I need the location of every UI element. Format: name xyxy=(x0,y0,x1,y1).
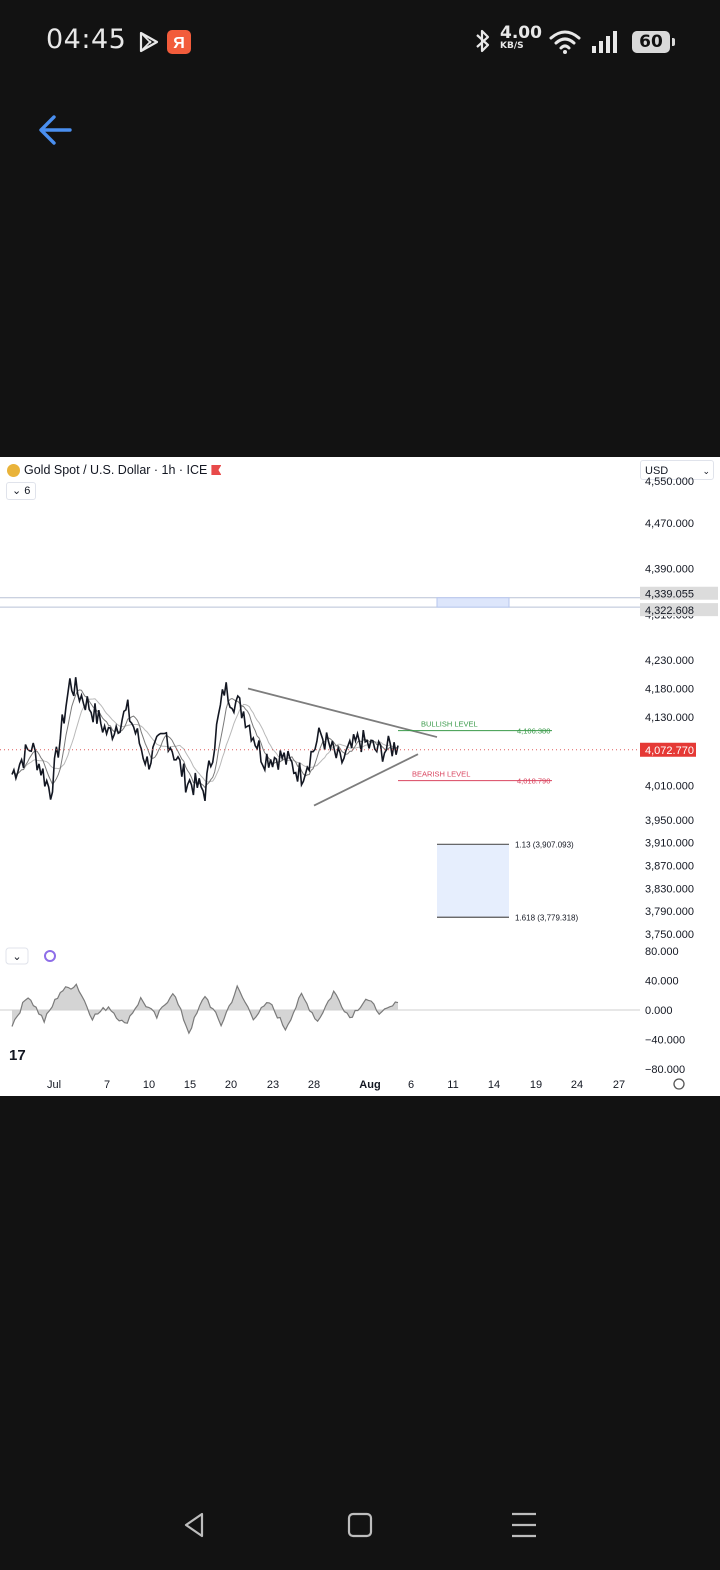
range-box xyxy=(436,597,510,608)
currency-label: USD xyxy=(645,465,669,477)
x-tick-label: 14 xyxy=(488,1079,500,1091)
chevron-down-icon: ⌄ xyxy=(702,466,710,476)
settings-gear-icon xyxy=(673,1078,685,1090)
range-label-bg-bottom xyxy=(640,603,718,617)
y-tick-label: 3,950.000 xyxy=(645,815,694,827)
svg-text:Я: Я xyxy=(173,35,185,52)
play-store-icon xyxy=(137,30,161,59)
chart-title: Gold Spot / U.S. Dollar · 1h · ICE xyxy=(24,463,208,477)
oscillator-area xyxy=(12,984,398,1034)
x-tick-label: 7 xyxy=(104,1079,110,1091)
y-tick-label: 3,910.000 xyxy=(645,838,694,850)
triangle-back-icon xyxy=(184,1512,204,1538)
chart-title-row: Gold Spot / U.S. Dollar · 1h · ICE xyxy=(7,463,222,477)
range-label-bottom: 4,322.608 xyxy=(645,605,694,617)
refresh-icon xyxy=(44,950,56,962)
range-label-top: 4,339.055 xyxy=(645,589,694,601)
chevron-down-icon: ⌄ xyxy=(12,951,21,963)
chevron-down-icon: ⌄ xyxy=(12,485,22,497)
x-tick-label: 27 xyxy=(613,1079,625,1091)
last-price-tag-bg xyxy=(640,742,696,757)
back-button[interactable] xyxy=(36,110,76,150)
speed-value: 4.00 xyxy=(500,23,542,43)
y-tick-label: 4,470.000 xyxy=(645,518,694,530)
oscillator-tick-label: −40.000 xyxy=(645,1035,685,1047)
flag-icon xyxy=(211,465,222,475)
bearish-level-value: 4,018.790 xyxy=(517,777,550,786)
wifi-icon xyxy=(548,27,582,60)
status-bar: 04:45 Я 4.00 KB/S 60 xyxy=(0,0,720,84)
y-tick-label: 3,750.000 xyxy=(645,929,694,941)
speed-unit: KB/S xyxy=(500,41,524,51)
y-tick-label: 4,010.000 xyxy=(645,781,694,793)
tradingview-logo-icon: 17 xyxy=(9,1047,26,1064)
x-tick-label: 20 xyxy=(225,1079,237,1091)
moving-average-fast xyxy=(11,689,399,789)
y-tick-label: 3,830.000 xyxy=(645,883,694,895)
x-tick-label: 19 xyxy=(530,1079,542,1091)
status-time: 04:45 xyxy=(46,24,127,55)
back-arrow-icon xyxy=(39,115,72,145)
x-tick-label: Jul xyxy=(47,1079,61,1091)
chart-image[interactable]: Gold Spot / U.S. Dollar · 1h · ICE ⌄ 6 U… xyxy=(0,457,720,1096)
oscillator-collapse-button xyxy=(5,947,29,965)
x-tick-label: 6 xyxy=(408,1079,414,1091)
triangle-upper-trendline xyxy=(247,687,438,738)
square-home-icon xyxy=(347,1512,373,1538)
triangle-lower-trendline xyxy=(313,753,419,807)
oscillator-tick-label: 40.000 xyxy=(645,976,679,988)
price-line xyxy=(11,677,399,802)
bullish-level-value: 4,106.380 xyxy=(517,727,550,736)
indicator-collapse-button[interactable]: ⌄ 6 xyxy=(6,482,37,500)
bearish-level-label: BEARISH LEVEL xyxy=(412,770,470,779)
y-tick-label: 3,870.000 xyxy=(645,861,694,873)
bluetooth-icon xyxy=(474,28,492,59)
range-label-bg-top xyxy=(640,586,718,600)
oscillator-tick-label: 80.000 xyxy=(645,946,679,958)
nav-menu-button[interactable] xyxy=(509,1510,539,1545)
x-tick-label: 11 xyxy=(447,1079,458,1091)
currency-select[interactable]: USD ⌄ xyxy=(640,460,714,480)
indicator-count: 6 xyxy=(24,485,31,497)
y-tick-label: 4,230.000 xyxy=(645,655,694,667)
fib-label-1: 1.13 (3,907.093) xyxy=(515,840,574,849)
oscillator-tick-label: −80.000 xyxy=(645,1064,685,1076)
signal-icon xyxy=(590,29,620,60)
nav-home-button[interactable] xyxy=(345,1510,375,1545)
x-tick-label: 23 xyxy=(267,1079,279,1091)
x-tick-label: Aug xyxy=(359,1079,380,1091)
network-speed: 4.00 KB/S xyxy=(500,23,542,52)
y-tick-label: 3,790.000 xyxy=(645,906,694,918)
battery-indicator: 60 xyxy=(632,31,675,53)
x-tick-label: 24 xyxy=(571,1079,583,1091)
y-tick-label: 4,390.000 xyxy=(645,564,694,576)
gold-symbol-icon xyxy=(7,463,20,477)
nav-back-button[interactable] xyxy=(180,1510,210,1545)
system-navigation-bar xyxy=(0,1490,720,1560)
x-tick-label: 15 xyxy=(184,1079,196,1091)
y-tick-label-partial: 4,550.000 xyxy=(645,476,694,488)
menu-lines-icon xyxy=(512,1512,536,1538)
oscillator-line xyxy=(11,983,399,1035)
last-price-tag: 4,072.770 xyxy=(645,745,694,757)
x-tick-label: 10 xyxy=(143,1079,155,1091)
yandex-icon: Я xyxy=(166,29,192,60)
fib-label-2: 1.618 (3,779.318) xyxy=(515,913,578,922)
y-tick-label: 4,130.000 xyxy=(645,712,694,724)
fib-target-box xyxy=(437,844,509,918)
x-tick-label: 28 xyxy=(308,1079,320,1091)
oscillator-tick-label: 0.000 xyxy=(645,1005,673,1017)
y-tick-label: 4,180.000 xyxy=(645,684,694,696)
bullish-level-label: BULLISH LEVEL xyxy=(421,720,478,729)
price-chart: 4,550.0004,470.0004,390.0004,310.0004,23… xyxy=(0,476,718,1091)
